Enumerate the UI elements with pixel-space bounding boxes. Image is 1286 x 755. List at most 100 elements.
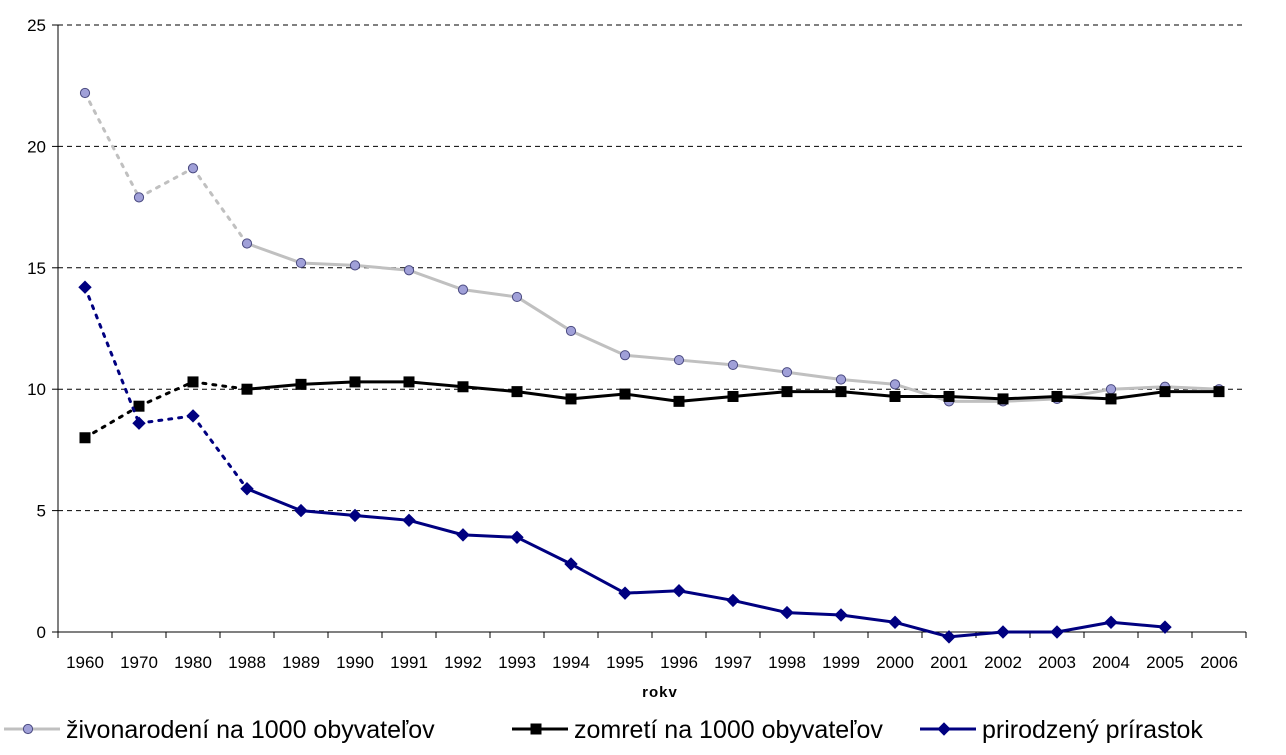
series-3 xyxy=(78,280,1172,644)
x-tick-label: 1980 xyxy=(174,653,212,672)
series-line-segment xyxy=(83,91,141,199)
data-point xyxy=(241,238,253,249)
legend-item-1: živonarodení na 1000 obyvateľov xyxy=(4,716,435,744)
data-point xyxy=(79,87,91,99)
data-point xyxy=(781,367,793,378)
x-tick-label: 1996 xyxy=(660,653,698,672)
x-tick-label: 2005 xyxy=(1146,653,1184,672)
series-group xyxy=(78,87,1225,644)
y-tick-label: 5 xyxy=(37,502,46,521)
data-point xyxy=(943,390,955,402)
data-point xyxy=(1158,620,1172,634)
series-line-segment xyxy=(137,380,195,408)
series-line-segment xyxy=(569,329,627,357)
data-point xyxy=(133,400,145,412)
data-point xyxy=(834,608,848,622)
series-line-segment xyxy=(245,242,303,265)
series-line-segment xyxy=(785,370,843,381)
series-line-segment xyxy=(1055,394,1113,401)
series-line-segment xyxy=(1109,620,1167,629)
data-point xyxy=(727,359,739,371)
series-line-segment xyxy=(947,394,1005,401)
data-point xyxy=(1105,384,1117,395)
series-line-segment xyxy=(731,390,789,398)
data-point xyxy=(564,557,578,571)
series-line-segment xyxy=(353,263,411,272)
data-point xyxy=(673,354,685,366)
series-line-segment xyxy=(515,535,573,566)
series-line-segment xyxy=(1055,620,1113,634)
series-line-segment xyxy=(1109,390,1167,401)
legend-label: živonarodení na 1000 obyvateľov xyxy=(66,716,435,744)
legend: živonarodení na 1000 obyvateľov zomretí n… xyxy=(4,716,1203,744)
x-tick-label: 2000 xyxy=(876,653,914,672)
data-point xyxy=(619,388,631,400)
x-tick-label: 1991 xyxy=(390,653,428,672)
series-line-segment xyxy=(839,377,897,386)
series-line-segment xyxy=(677,589,735,602)
x-tick-label: 2001 xyxy=(930,653,968,672)
axes xyxy=(57,25,1246,633)
data-point xyxy=(781,386,793,398)
data-point xyxy=(618,586,632,600)
data-point xyxy=(835,374,847,385)
data-point xyxy=(186,409,200,423)
data-point xyxy=(510,530,524,545)
data-point xyxy=(937,722,951,736)
data-point xyxy=(295,378,307,390)
series-line-segment xyxy=(1001,397,1059,403)
data-point xyxy=(1213,386,1225,398)
x-tick-label: 1993 xyxy=(498,653,536,672)
x-tick-label: 1989 xyxy=(282,653,320,672)
data-point xyxy=(349,260,361,271)
data-point xyxy=(78,280,92,294)
series-line-segment xyxy=(623,353,681,362)
data-point xyxy=(888,615,902,629)
data-point xyxy=(565,325,577,337)
x-tick-label: 1998 xyxy=(768,653,806,672)
y-tick-label: 10 xyxy=(27,380,46,399)
data-point xyxy=(402,513,416,528)
series-line-segment xyxy=(407,268,465,292)
y-axis-ticks: 0 5 10 15 20 25 xyxy=(27,16,58,642)
legend-label: prirodzený prírastok xyxy=(982,716,1203,744)
series-1 xyxy=(79,87,1225,407)
series-line-segment xyxy=(623,589,681,595)
series-line-segment xyxy=(137,414,195,425)
series-line-segment xyxy=(83,285,141,425)
data-point xyxy=(1159,386,1171,398)
series-line-segment xyxy=(461,288,519,299)
x-tick-label: 1994 xyxy=(552,653,590,672)
data-point xyxy=(348,508,362,523)
x-tick-label: 1995 xyxy=(606,653,644,672)
x-axis-title: rokv xyxy=(642,684,678,701)
series-line-segment xyxy=(245,382,303,391)
series-2 xyxy=(79,376,1225,444)
x-tick-label: 1997 xyxy=(714,653,752,672)
data-point xyxy=(457,284,469,295)
series-line-segment xyxy=(515,295,573,333)
series-line-segment xyxy=(947,630,1005,639)
data-point xyxy=(619,350,631,361)
data-point xyxy=(672,584,686,598)
series-line-segment xyxy=(1109,385,1167,391)
series-line-segment xyxy=(299,261,357,267)
series-line-segment xyxy=(785,611,843,617)
data-point xyxy=(294,503,308,518)
series-line-segment xyxy=(569,562,627,595)
series-line-segment xyxy=(569,392,627,401)
data-point xyxy=(79,432,91,444)
series-line-segment xyxy=(839,390,897,398)
series-line-segment xyxy=(299,509,357,517)
data-point xyxy=(1104,615,1118,629)
data-point xyxy=(835,386,847,398)
series-line-segment xyxy=(407,380,465,389)
series-line-segment xyxy=(245,487,303,513)
x-tick-label: 2002 xyxy=(984,653,1022,672)
y-tick-label: 0 xyxy=(37,623,46,642)
x-tick-label: 1988 xyxy=(228,653,266,672)
data-point xyxy=(403,265,415,276)
series-line-segment xyxy=(731,363,789,374)
series-line-segment xyxy=(677,358,735,367)
